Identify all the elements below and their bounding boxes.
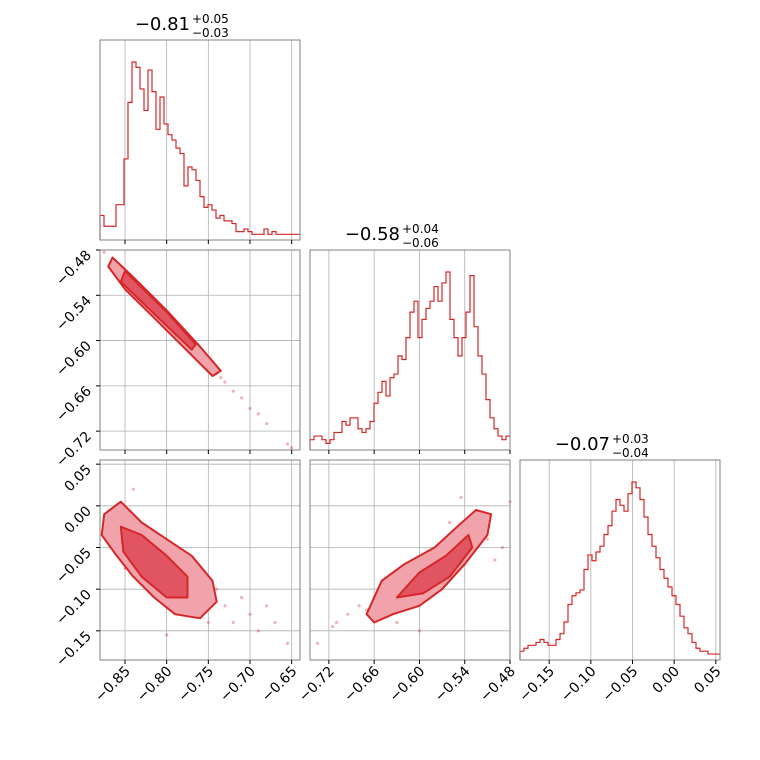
contour-inner — [119, 525, 189, 599]
histogram-step-p0 — [99, 61, 300, 240]
sample-point — [256, 629, 260, 633]
y-tick-label: −0.60 — [53, 338, 95, 380]
sample-point — [131, 487, 135, 491]
sample-point — [215, 587, 219, 591]
y-tick-label: −0.72 — [53, 429, 95, 471]
sample-point — [223, 380, 227, 384]
sample-point — [240, 595, 244, 600]
panel-frame — [99, 459, 301, 661]
sample-point — [285, 442, 290, 446]
x-tick-label: −0.48 — [477, 664, 519, 706]
y-tick-label: −0.10 — [53, 587, 95, 629]
scatter-panel-p0-p2 — [96, 459, 301, 664]
sample-point — [417, 629, 422, 633]
y-tick-label: 0.00 — [61, 503, 94, 536]
sample-point — [448, 520, 452, 525]
y-tick-label: −0.05 — [53, 545, 95, 587]
sample-point — [290, 446, 294, 450]
contour-inner — [395, 534, 474, 599]
param-title-value: −0.81 — [135, 14, 190, 35]
param-err-minus: −0.06 — [402, 236, 439, 250]
x-tick-label: −0.15 — [516, 664, 558, 706]
panel-frame — [99, 39, 301, 241]
x-tick-label: −0.10 — [558, 664, 600, 706]
sample-point — [231, 620, 235, 625]
sample-point — [165, 633, 169, 637]
x-tick-label: 0.05 — [691, 664, 724, 697]
sample-point — [346, 612, 350, 616]
y-tick-label: −0.66 — [53, 383, 95, 425]
x-tick-label: −0.05 — [600, 664, 642, 706]
sample-point — [485, 537, 489, 541]
x-tick-label: −0.70 — [217, 664, 259, 706]
x-tick-label: −0.60 — [387, 664, 429, 706]
sample-point — [248, 612, 252, 616]
x-tick-label: −0.85 — [92, 664, 134, 706]
hist-panel-p0: −0.81 +0.05−0.03 — [99, 12, 301, 244]
sample-point — [102, 250, 106, 254]
param-title-value: −0.07 — [555, 434, 610, 455]
param-err-plus: +0.04 — [402, 222, 439, 236]
sample-point — [265, 421, 269, 426]
x-tick-label: −0.75 — [176, 664, 218, 706]
sample-point — [500, 545, 505, 550]
panel-frame — [519, 459, 721, 661]
contour-inner — [119, 270, 197, 351]
y-tick-label: −0.15 — [53, 628, 95, 670]
param-err-minus: −0.04 — [612, 446, 649, 460]
histogram-step-p2 — [519, 481, 720, 660]
sample-point — [219, 375, 223, 380]
x-tick-label: −0.54 — [432, 663, 474, 705]
sample-point — [231, 389, 235, 393]
sample-point — [493, 558, 497, 562]
y-tick-label: −0.54 — [53, 293, 95, 335]
panel-frame — [99, 249, 301, 451]
scatter-panel-p0-p1 — [96, 249, 301, 454]
param-err-plus: +0.05 — [192, 12, 229, 26]
param-err-plus: +0.03 — [612, 432, 649, 446]
x-tick-label: 0.00 — [650, 664, 683, 697]
panel-frame — [309, 459, 511, 661]
x-tick-label: −0.65 — [259, 664, 301, 706]
sample-point — [273, 620, 277, 625]
sample-point — [248, 406, 252, 411]
sample-point — [315, 641, 320, 645]
sample-point — [256, 412, 260, 416]
panel-frame — [309, 249, 511, 451]
histogram-step-p1 — [309, 271, 510, 450]
hist-panel-p1: −0.58 +0.04−0.06 — [309, 222, 511, 454]
sample-point — [265, 604, 269, 608]
x-tick-label: −0.66 — [341, 663, 383, 705]
sample-point — [223, 604, 227, 608]
sample-point — [459, 495, 463, 500]
sample-point — [334, 620, 339, 625]
x-tick-label: −0.80 — [134, 664, 176, 706]
param-err-minus: −0.03 — [192, 26, 229, 40]
x-tick-label: −0.72 — [296, 664, 338, 706]
y-tick-label: −0.48 — [53, 248, 95, 290]
hist-panel-p2: −0.07 +0.03−0.04 — [519, 432, 721, 664]
scatter-panel-p1-p2 — [309, 459, 512, 664]
param-title-value: −0.58 — [345, 224, 400, 245]
sample-point — [331, 625, 335, 629]
sample-point — [395, 620, 399, 625]
sample-point — [206, 620, 210, 625]
sample-point — [285, 641, 290, 645]
sample-point — [357, 604, 361, 608]
sample-point — [240, 396, 244, 400]
